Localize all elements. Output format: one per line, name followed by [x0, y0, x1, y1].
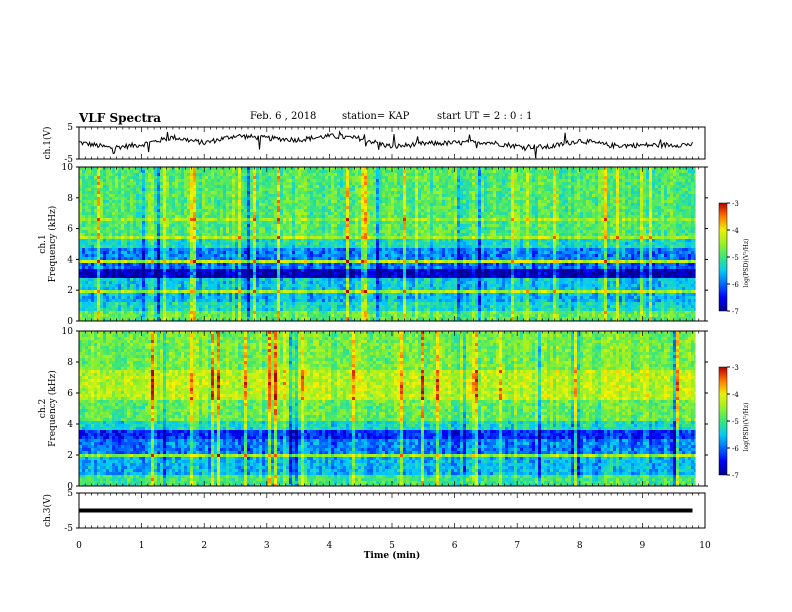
- x-tick-label: 4: [327, 541, 333, 551]
- ch2-spectrogram-y-tick-label: 2: [67, 451, 73, 461]
- date-label: Feb. 6 , 2018: [250, 111, 316, 122]
- ch2-spectrogram-colorbar-tick-label: -5: [732, 418, 739, 426]
- x-tick-label: 2: [201, 541, 207, 551]
- x-tick-label: 8: [577, 541, 583, 551]
- ch2-spectrogram-y-tick-label: 0: [67, 482, 73, 492]
- station-label: station= KAP: [342, 111, 409, 122]
- start-time-label: start UT = 2 : 0 : 1: [437, 111, 532, 122]
- ch1-spectrogram-y-tick-label: 4: [67, 255, 73, 265]
- ch2-spectrogram-heatmap: [79, 331, 696, 486]
- ch1-spectrogram-colorbar-tick-label: -4: [732, 227, 739, 235]
- ch1-voltage-trace: [78, 129, 693, 159]
- ch1-spectrogram-colorbar-tick-label: -7: [732, 308, 739, 316]
- ch1-spectrogram-colorbar-tick-label: -3: [732, 200, 739, 208]
- x-tick-label: 10: [699, 541, 711, 551]
- x-tick-label: 3: [264, 541, 270, 551]
- ch2-spectrogram-y-tick-label: 10: [62, 327, 74, 337]
- x-axis-label: Time (min): [364, 550, 421, 561]
- x-tick-label: 1: [139, 541, 145, 551]
- ch1-spectrogram-colorbar: [718, 202, 728, 312]
- x-tick-label: 5: [389, 541, 395, 551]
- ch2-spectrogram-colorbar-tick-label: -3: [732, 364, 739, 372]
- ch1-spectrogram-y-tick-label: 10: [62, 163, 74, 173]
- ch1-spectrogram-colorbar-tick-label: -5: [732, 254, 739, 262]
- x-tick-label: 7: [514, 541, 520, 551]
- ch1-spectrogram-frequency-axis-label: Frequency (kHz): [47, 206, 58, 283]
- x-tick-label: 0: [76, 541, 82, 551]
- ch2-spectrogram-y-tick-label: 4: [67, 420, 73, 430]
- ch1-voltage-axis-label: ch.1(V): [42, 127, 53, 160]
- ch1-spectrogram-colorbar-label: log(PSD)(V²/Hz): [743, 239, 750, 288]
- ch1-y-tick-label: 5: [67, 123, 73, 133]
- ch1-spectrogram-colorbar-tick-label: -6: [732, 281, 739, 289]
- ch1-spectrogram-y-tick-label: 0: [67, 317, 73, 327]
- ch2-spectrogram-colorbar: [718, 366, 728, 476]
- chart-title: VLF Spectra: [79, 111, 161, 125]
- ch1-spectrogram-y-tick-label: 2: [67, 286, 73, 296]
- ch1-spectrogram-heatmap: [79, 167, 696, 321]
- ch2-spectrogram-channel-label: ch.2: [38, 399, 48, 418]
- ch2-spectrogram-colorbar-label: log(PSD)(V²/Hz): [743, 403, 750, 452]
- ch2-spectrogram-colorbar-tick-label: -6: [732, 445, 739, 453]
- ch2-spectrogram-frequency-axis-label: Frequency (kHz): [47, 370, 58, 447]
- ch2-spectrogram-colorbar-tick-label: -4: [732, 391, 739, 399]
- ch2-spectrogram-y-tick-label: 6: [67, 389, 73, 399]
- x-tick-label: 6: [452, 541, 458, 551]
- ch3-voltage-axis-label: ch.3(V): [42, 494, 53, 527]
- x-tick-label: 9: [640, 541, 646, 551]
- ch3-y-tick-label: 5: [67, 489, 73, 499]
- ch1-spectrogram-y-tick-label: 8: [67, 194, 73, 204]
- ch2-spectrogram-colorbar-tick-label: -7: [732, 472, 739, 480]
- ch3-y-tick-label: -5: [64, 524, 73, 534]
- ch1-spectrogram-channel-label: ch.1: [38, 234, 48, 253]
- ch1-spectrogram-y-tick-label: 6: [67, 225, 73, 235]
- ch2-spectrogram-y-tick-label: 8: [67, 358, 73, 368]
- ch1-y-tick-label: -5: [64, 155, 73, 165]
